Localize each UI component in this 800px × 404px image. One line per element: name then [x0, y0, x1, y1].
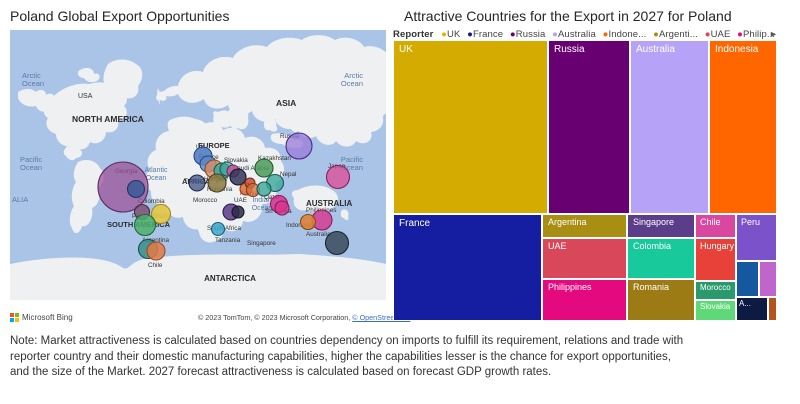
svg-text:Ocean: Ocean: [146, 175, 167, 182]
svg-text:Singapore: Singapore: [247, 240, 276, 247]
svg-text:NORTH AMERICA: NORTH AMERICA: [72, 114, 144, 124]
svg-text:Ocean: Ocean: [341, 79, 363, 88]
svg-text:Ocean: Ocean: [22, 79, 44, 88]
svg-text:Chile: Chile: [148, 262, 163, 269]
svg-text:Nepal: Nepal: [280, 171, 296, 178]
svg-text:UAE: UAE: [234, 197, 247, 204]
svg-text:ANTARCTICA: ANTARCTICA: [204, 274, 256, 283]
svg-text:Atlantic: Atlantic: [145, 167, 168, 174]
svg-text:Morocco: Morocco: [193, 197, 218, 204]
svg-text:ASIA: ASIA: [276, 98, 296, 108]
svg-text:ALIA: ALIA: [12, 195, 28, 204]
svg-text:Ocean: Ocean: [20, 163, 42, 172]
svg-text:USA: USA: [78, 93, 93, 100]
svg-text:Tanzania: Tanzania: [215, 237, 241, 244]
